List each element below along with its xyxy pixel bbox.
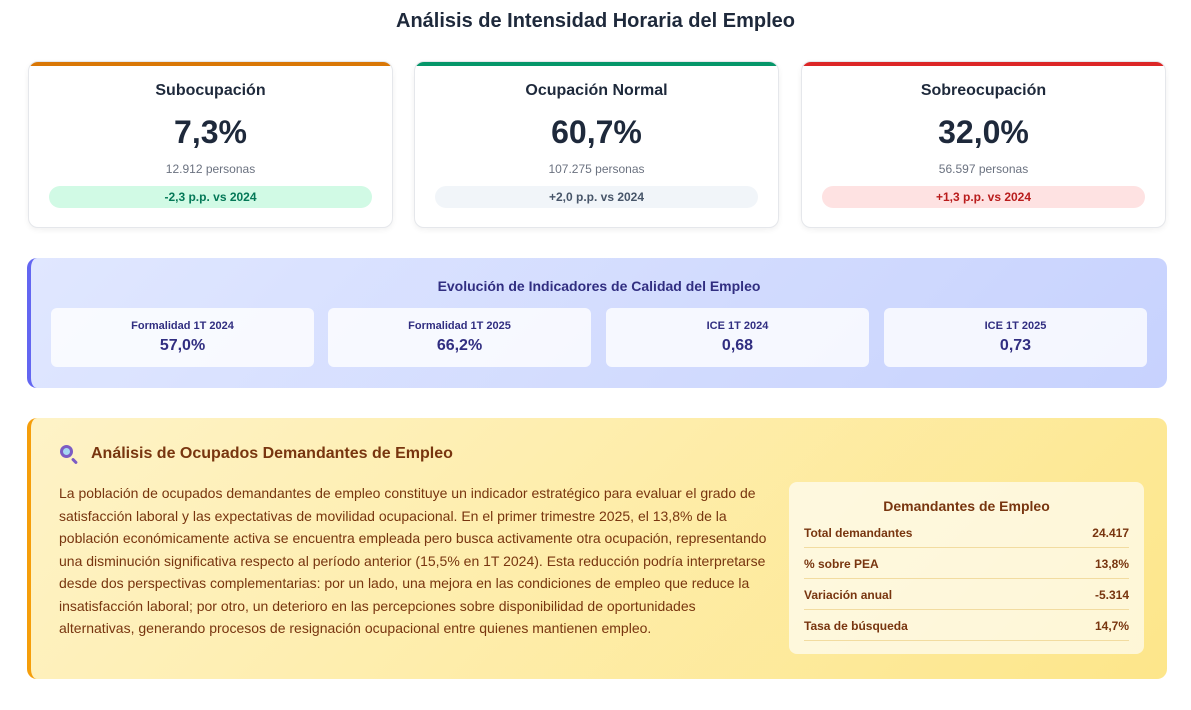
indicator-label: Formalidad 1T 2025	[408, 320, 511, 332]
indicator-ice-2025: ICE 1T 2025 0,73	[884, 308, 1147, 367]
summary-value: 14,7%	[1094, 619, 1129, 633]
magnifying-glass-icon	[59, 444, 79, 465]
indicator-label: ICE 1T 2025	[984, 320, 1047, 332]
card-sobreocupacion: Sobreocupación 32,0% 56.597 personas +1,…	[801, 61, 1166, 228]
summary-label: % sobre PEA	[804, 557, 879, 571]
summary-label: Variación anual	[804, 588, 893, 602]
demand-description: La población de ocupados demandantes de …	[59, 485, 767, 636]
summary-value: -5.314	[1094, 588, 1129, 602]
card-value: 32,0%	[938, 114, 1029, 150]
indicator-label: ICE 1T 2024	[706, 320, 769, 332]
indicator-formalidad-2024: Formalidad 1T 2024 57,0%	[51, 308, 314, 367]
card-title: Sobreocupación	[920, 82, 1047, 99]
demand-summary-box: Demandantes de Empleo Total demandantes …	[789, 482, 1144, 654]
card-ocupacion-normal: Ocupación Normal 60,7% 107.275 personas …	[414, 61, 779, 228]
card-subocupacion: Subocupación 7,3% 12.912 personas -2,3 p…	[28, 61, 393, 228]
page-title: Análisis de Intensidad Horaria del Emple…	[396, 10, 795, 32]
summary-value: 13,8%	[1094, 557, 1129, 571]
indicator-value: 0,68	[721, 337, 754, 354]
summary-row-variacion: Variación anual -5.314	[804, 588, 1129, 610]
indicator-value: 66,2%	[436, 337, 483, 354]
indicator-formalidad-2025: Formalidad 1T 2025 66,2%	[328, 308, 591, 367]
indicator-ice-2024: ICE 1T 2024 0,68	[606, 308, 869, 367]
quality-title: Evolución de Indicadores de Calidad del …	[437, 278, 761, 294]
change-badge: +2,0 p.p. vs 2024	[435, 186, 758, 208]
card-value: 7,3%	[174, 114, 247, 150]
summary-value: 24.417	[1092, 526, 1129, 540]
demand-analysis-panel: Análisis de Ocupados Demandantes de Empl…	[27, 418, 1167, 679]
summary-title: Demandantes de Empleo	[883, 498, 1050, 514]
indicator-value: 57,0%	[159, 337, 206, 354]
employment-cards: Subocupación 7,3% 12.912 personas -2,3 p…	[28, 61, 1166, 228]
indicator-label: Formalidad 1T 2024	[131, 320, 234, 332]
summary-label: Total demandantes	[804, 526, 913, 540]
quality-indicators-panel: Evolución de Indicadores de Calidad del …	[27, 258, 1167, 388]
summary-row-pea: % sobre PEA 13,8%	[804, 557, 1129, 579]
card-value: 60,7%	[551, 114, 642, 150]
summary-row-total: Total demandantes 24.417	[804, 526, 1129, 548]
card-people: 107.275 personas	[548, 162, 645, 176]
change-badge: -2,3 p.p. vs 2024	[49, 186, 372, 208]
card-title: Ocupación Normal	[525, 82, 668, 99]
demand-header: Análisis de Ocupados Demandantes de Empl…	[59, 444, 453, 465]
indicator-value: 0,73	[999, 337, 1032, 354]
summary-label: Tasa de búsqueda	[804, 619, 908, 633]
card-people: 56.597 personas	[938, 162, 1029, 176]
demand-title: Análisis de Ocupados Demandantes de Empl…	[91, 445, 453, 462]
card-people: 12.912 personas	[165, 162, 256, 176]
card-title: Subocupación	[155, 82, 266, 99]
summary-row-tasa: Tasa de búsqueda 14,7%	[804, 619, 1129, 641]
change-badge: +1,3 p.p. vs 2024	[822, 186, 1145, 208]
